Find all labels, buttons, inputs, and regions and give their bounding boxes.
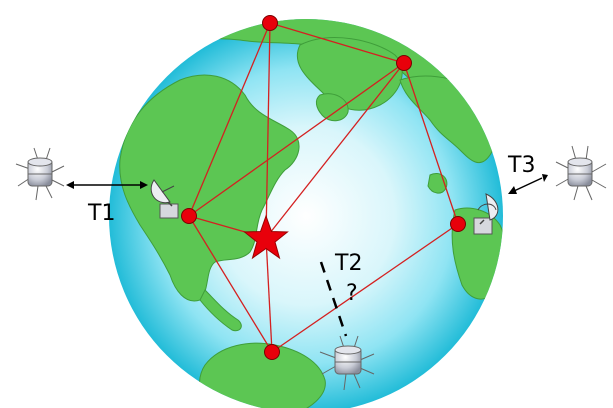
ground-antenna-icon bbox=[473, 193, 499, 235]
t2-dashed-link bbox=[319, 261, 348, 337]
land-north-america bbox=[119, 74, 300, 302]
link-d-e bbox=[188, 215, 273, 353]
land-central-america bbox=[199, 289, 242, 332]
satellite-icon bbox=[15, 147, 65, 201]
t2-question-mark: ? bbox=[346, 281, 358, 306]
link-a-star bbox=[265, 22, 271, 239]
link-a-d bbox=[188, 22, 271, 217]
station-dot-south bbox=[264, 344, 280, 360]
station-dot-west bbox=[181, 208, 197, 224]
link-b-star bbox=[265, 62, 405, 239]
link-e-c bbox=[271, 223, 459, 353]
t3-label: T3 bbox=[507, 153, 535, 178]
station-dot-east bbox=[450, 216, 466, 232]
link-b-c bbox=[403, 62, 459, 225]
t2-label: T2 bbox=[334, 251, 362, 276]
link-a-b bbox=[269, 22, 405, 64]
satellite-icon bbox=[555, 145, 607, 201]
land-greenland bbox=[296, 37, 403, 111]
ground-stations bbox=[181, 15, 466, 360]
link-b-d bbox=[188, 62, 405, 217]
land-island-1 bbox=[315, 93, 349, 122]
station-dot-northeast bbox=[396, 55, 412, 71]
satellite-icon bbox=[319, 335, 375, 391]
star-icon bbox=[243, 214, 289, 260]
station-dot-north bbox=[262, 15, 278, 31]
double-arrow-icon bbox=[66, 181, 148, 189]
double-arrow-icon bbox=[508, 174, 548, 194]
t1-label: T1 bbox=[87, 201, 115, 226]
link-star-e bbox=[265, 237, 273, 353]
ground-antenna-icon bbox=[150, 179, 179, 219]
